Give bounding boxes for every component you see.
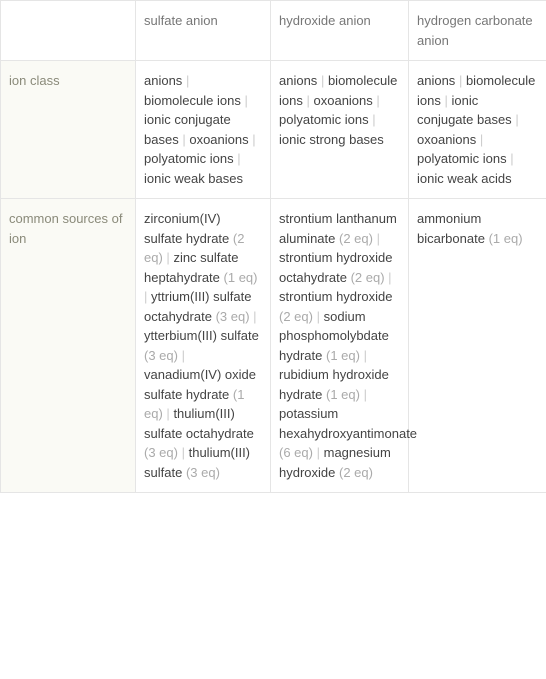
cell-entry: strontium hydroxide bbox=[279, 289, 392, 304]
row-label: ion class bbox=[1, 61, 136, 199]
separator: | bbox=[182, 132, 185, 147]
cell-entry: polyatomic ions bbox=[279, 112, 369, 127]
header-hydrogen-carbonate: hydrogen carbonate anion bbox=[409, 1, 546, 61]
header-row: sulfate anion hydroxide anion hydrogen c… bbox=[1, 1, 546, 61]
separator: | bbox=[166, 406, 169, 421]
cell-entry: ionic weak bases bbox=[144, 171, 243, 186]
cell-qty: (3 eq) bbox=[144, 445, 178, 460]
cell-qty: (2 eq) bbox=[279, 309, 313, 324]
separator: | bbox=[364, 348, 367, 363]
cell-qty: (3 eq) bbox=[216, 309, 250, 324]
separator: | bbox=[376, 93, 379, 108]
separator: | bbox=[515, 112, 518, 127]
separator: | bbox=[237, 151, 240, 166]
cell-entry: zirconium(IV) sulfate hydrate bbox=[144, 211, 229, 246]
separator: | bbox=[372, 112, 375, 127]
separator: | bbox=[244, 93, 247, 108]
separator: | bbox=[306, 93, 309, 108]
separator: | bbox=[364, 387, 367, 402]
table-cell: ammonium bicarbonate (1 eq) bbox=[409, 199, 546, 493]
separator: | bbox=[144, 289, 147, 304]
cell-qty: (2 eq) bbox=[339, 231, 373, 246]
cell-entry: potassium hexahydroxyantimonate bbox=[279, 406, 417, 441]
table-row: common sources of ionzirconium(IV) sulfa… bbox=[1, 199, 546, 493]
table-cell: anions | biomolecule ions | ionic conjug… bbox=[409, 61, 546, 199]
header-hydroxide: hydroxide anion bbox=[271, 1, 409, 61]
table-cell: anions | biomolecule ions | ionic conjug… bbox=[136, 61, 271, 199]
separator: | bbox=[317, 445, 320, 460]
separator: | bbox=[182, 348, 185, 363]
cell-qty: (6 eq) bbox=[279, 445, 313, 460]
cell-qty: (3 eq) bbox=[144, 348, 178, 363]
cell-qty: (2 eq) bbox=[351, 270, 385, 285]
cell-entry: ammonium bicarbonate bbox=[417, 211, 485, 246]
table-cell: strontium lanthanum aluminate (2 eq) | s… bbox=[271, 199, 409, 493]
separator: | bbox=[377, 231, 380, 246]
table-cell: anions | biomolecule ions | oxoanions | … bbox=[271, 61, 409, 199]
header-blank bbox=[1, 1, 136, 61]
separator: | bbox=[182, 445, 185, 460]
row-label: common sources of ion bbox=[1, 199, 136, 493]
separator: | bbox=[252, 132, 255, 147]
cell-entry: oxoanions bbox=[314, 93, 373, 108]
cell-entry: oxoanions bbox=[189, 132, 248, 147]
cell-entry: polyatomic ions bbox=[417, 151, 507, 166]
header-sulfate: sulfate anion bbox=[136, 1, 271, 61]
cell-qty: (3 eq) bbox=[186, 465, 220, 480]
separator: | bbox=[321, 73, 324, 88]
cell-entry: ytterbium(III) sulfate bbox=[144, 328, 259, 343]
separator: | bbox=[166, 250, 169, 265]
table-row: ion classanions | biomolecule ions | ion… bbox=[1, 61, 546, 199]
separator: | bbox=[317, 309, 320, 324]
cell-entry: anions bbox=[144, 73, 182, 88]
separator: | bbox=[444, 93, 447, 108]
separator: | bbox=[253, 309, 256, 324]
separator: | bbox=[388, 270, 391, 285]
cell-entry: biomolecule ions bbox=[144, 93, 241, 108]
cell-entry: oxoanions bbox=[417, 132, 476, 147]
separator: | bbox=[459, 73, 462, 88]
table-cell: zirconium(IV) sulfate hydrate (2 eq) | z… bbox=[136, 199, 271, 493]
separator: | bbox=[480, 132, 483, 147]
cell-entry: anions bbox=[417, 73, 455, 88]
separator: | bbox=[186, 73, 189, 88]
cell-qty: (1 eq) bbox=[489, 231, 523, 246]
cell-entry: polyatomic ions bbox=[144, 151, 234, 166]
cell-qty: (1 eq) bbox=[224, 270, 258, 285]
cell-qty: (2 eq) bbox=[339, 465, 373, 480]
separator: | bbox=[510, 151, 513, 166]
ion-comparison-table: sulfate anion hydroxide anion hydrogen c… bbox=[0, 0, 546, 493]
cell-entry: anions bbox=[279, 73, 317, 88]
cell-entry: ionic weak acids bbox=[417, 171, 512, 186]
cell-entry: ionic strong bases bbox=[279, 132, 384, 147]
cell-qty: (1 eq) bbox=[326, 348, 360, 363]
cell-qty: (1 eq) bbox=[326, 387, 360, 402]
